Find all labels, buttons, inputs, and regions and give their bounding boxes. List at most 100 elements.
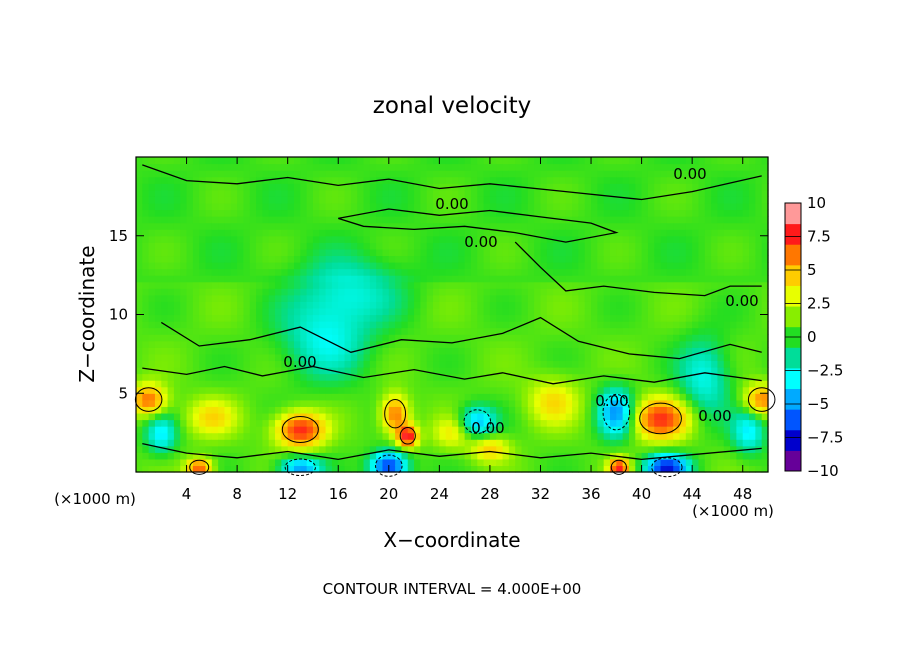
heatmap-cell bbox=[452, 189, 459, 197]
heatmap-cell bbox=[730, 170, 737, 178]
heatmap-cell bbox=[331, 202, 339, 211]
heatmap-cell bbox=[161, 268, 169, 276]
heatmap-cell bbox=[205, 242, 213, 250]
heatmap-cell bbox=[679, 294, 687, 302]
heatmap-cell bbox=[647, 353, 655, 362]
heatmap-cell bbox=[711, 268, 719, 276]
heatmap-cell bbox=[464, 439, 472, 447]
heatmap-cell bbox=[584, 183, 592, 191]
heatmap-cell bbox=[363, 189, 371, 197]
heatmap-cell bbox=[300, 386, 308, 394]
heatmap-cell bbox=[237, 294, 245, 302]
heatmap-cell bbox=[357, 288, 365, 296]
heatmap-cell bbox=[685, 314, 693, 322]
heatmap-cell bbox=[205, 380, 213, 388]
heatmap-cell bbox=[452, 321, 459, 329]
heatmap-cell bbox=[433, 294, 440, 302]
heatmap-cell bbox=[698, 406, 706, 414]
heatmap-cell bbox=[306, 380, 314, 388]
heatmap-cell bbox=[534, 216, 542, 224]
heatmap-cell bbox=[205, 321, 213, 329]
heatmap-cell bbox=[407, 393, 415, 401]
contour-line bbox=[747, 387, 776, 412]
heatmap-cell bbox=[312, 340, 320, 348]
y-tick-label: 15 bbox=[109, 227, 128, 245]
heatmap-cell bbox=[698, 196, 706, 204]
heatmap-cell bbox=[755, 281, 763, 289]
heatmap-cell bbox=[635, 465, 643, 473]
heatmap-cell bbox=[622, 294, 630, 302]
heatmap-cell bbox=[723, 216, 731, 224]
heatmap-cell bbox=[180, 386, 188, 394]
heatmap-cell bbox=[312, 262, 320, 270]
heatmap-cell bbox=[711, 432, 719, 440]
heatmap-cell bbox=[256, 248, 263, 257]
heatmap-cell bbox=[325, 412, 333, 421]
heatmap-cell bbox=[647, 340, 655, 348]
heatmap-cell bbox=[136, 347, 143, 355]
heatmap-cell bbox=[578, 419, 586, 427]
heatmap-cell bbox=[445, 176, 453, 184]
heatmap-cell bbox=[635, 334, 643, 342]
heatmap-cell bbox=[199, 412, 207, 421]
heatmap-cell bbox=[515, 373, 523, 381]
heatmap-cell bbox=[331, 412, 339, 421]
heatmap-cell bbox=[230, 334, 238, 342]
heatmap-cell bbox=[407, 465, 415, 473]
heatmap-cell bbox=[331, 360, 339, 368]
heatmap-cell bbox=[249, 419, 257, 427]
heatmap-cell bbox=[591, 288, 598, 296]
heatmap-cell bbox=[294, 426, 301, 434]
heatmap-cell bbox=[603, 288, 611, 296]
heatmap-cell bbox=[635, 242, 643, 250]
heatmap-cell bbox=[275, 301, 282, 309]
heatmap-cell bbox=[736, 360, 744, 368]
heatmap-cell bbox=[294, 209, 301, 217]
heatmap-cell bbox=[433, 367, 440, 375]
heatmap-cell bbox=[553, 334, 561, 342]
heatmap-cell bbox=[540, 327, 548, 335]
heatmap-cell bbox=[136, 202, 143, 211]
heatmap-cell bbox=[445, 465, 453, 473]
heatmap-cell bbox=[148, 399, 156, 407]
heatmap-cell bbox=[591, 216, 598, 224]
heatmap-cell bbox=[685, 222, 693, 230]
heatmap-cell bbox=[256, 222, 263, 230]
heatmap-cell bbox=[527, 458, 535, 467]
heatmap-cell bbox=[331, 157, 339, 165]
heatmap-cell bbox=[559, 202, 567, 211]
heatmap-cell bbox=[237, 465, 245, 473]
heatmap-cell bbox=[294, 183, 301, 191]
heatmap-cell bbox=[218, 262, 226, 270]
heatmap-cell bbox=[338, 367, 346, 375]
heatmap-cell bbox=[306, 242, 314, 250]
heatmap-cell bbox=[376, 307, 384, 316]
heatmap-cell bbox=[521, 432, 529, 440]
heatmap-cell bbox=[363, 157, 371, 165]
heatmap-cell bbox=[312, 412, 320, 421]
heatmap-cell bbox=[363, 255, 371, 263]
heatmap-cell bbox=[755, 465, 763, 473]
heatmap-cell bbox=[527, 393, 535, 401]
heatmap-cell bbox=[515, 380, 523, 388]
heatmap-cell bbox=[761, 157, 769, 165]
heatmap-cell bbox=[262, 170, 270, 178]
x-tick-label: 44 bbox=[683, 485, 702, 503]
heatmap-cell bbox=[698, 419, 706, 427]
heatmap-cell bbox=[344, 157, 352, 165]
heatmap-cell bbox=[186, 406, 194, 414]
heatmap-cell bbox=[717, 189, 725, 197]
heatmap-cell bbox=[730, 452, 737, 460]
heatmap-cell bbox=[736, 248, 744, 257]
heatmap-cell bbox=[414, 386, 421, 394]
heatmap-cell bbox=[540, 406, 548, 414]
heatmap-cell bbox=[508, 386, 516, 394]
heatmap-cell bbox=[407, 235, 415, 243]
heatmap-cell bbox=[679, 262, 687, 270]
heatmap-cell bbox=[331, 419, 339, 427]
heatmap-cell bbox=[350, 176, 358, 184]
heatmap-cell bbox=[464, 465, 472, 473]
heatmap-cell bbox=[275, 340, 282, 348]
heatmap-cell bbox=[685, 268, 693, 276]
